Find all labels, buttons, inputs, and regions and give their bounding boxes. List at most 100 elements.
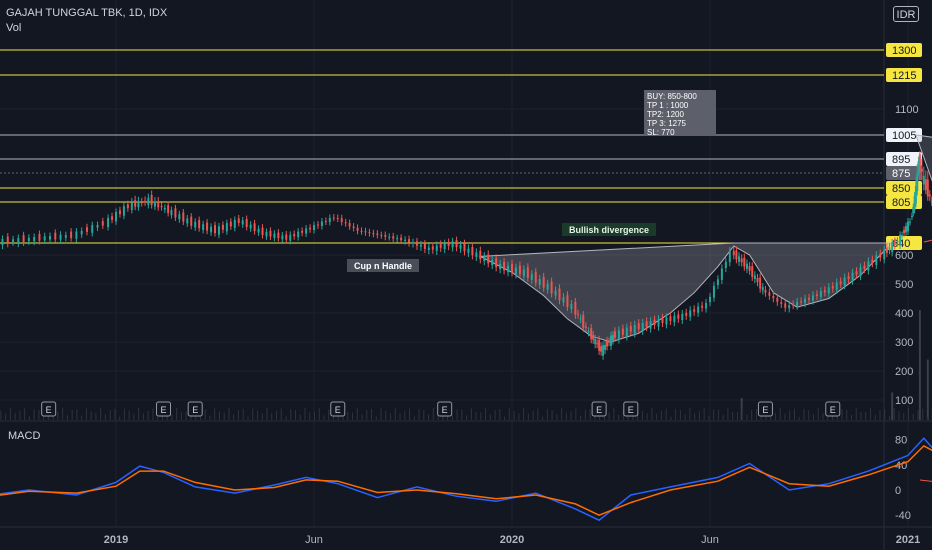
candle-body bbox=[899, 234, 902, 245]
candle-body bbox=[380, 235, 383, 237]
candle-body bbox=[579, 318, 582, 320]
price-level-text: 895 bbox=[892, 154, 910, 166]
earnings-marker-label: E bbox=[596, 405, 602, 415]
symbol-title[interactable]: GAJAH TUNGGAL TBK, 1D, IDX bbox=[6, 7, 168, 19]
volume-bar bbox=[14, 413, 16, 420]
earnings-marker[interactable] bbox=[825, 401, 841, 417]
candle-body bbox=[134, 200, 137, 207]
volume-bar bbox=[114, 408, 116, 420]
candle-body bbox=[257, 228, 260, 233]
earnings-marker[interactable] bbox=[437, 401, 453, 417]
candle-body bbox=[685, 312, 688, 316]
candle-body bbox=[186, 218, 189, 224]
candle-body bbox=[157, 201, 160, 208]
volume-bar bbox=[632, 416, 634, 420]
volume-bar bbox=[670, 416, 672, 420]
currency-badge[interactable]: IDR bbox=[893, 6, 919, 22]
volume-bar bbox=[266, 408, 268, 420]
volume-bar bbox=[480, 412, 482, 420]
candle-body bbox=[912, 206, 915, 213]
volume-bar bbox=[908, 408, 909, 420]
volume-bar bbox=[24, 408, 26, 420]
earnings-marker-label: E bbox=[830, 405, 836, 415]
volume-bar bbox=[413, 416, 415, 420]
earnings-marker-label: E bbox=[335, 405, 341, 415]
candle-body bbox=[542, 276, 545, 288]
earnings-marker[interactable] bbox=[591, 401, 607, 417]
volume-bar bbox=[903, 413, 905, 420]
earnings-marker[interactable] bbox=[623, 401, 639, 417]
candle-body bbox=[487, 254, 490, 264]
candle-body bbox=[427, 247, 430, 250]
candle-body bbox=[920, 168, 923, 172]
candle-body bbox=[190, 216, 193, 226]
volume-bar bbox=[428, 414, 430, 420]
volume-bar bbox=[328, 409, 330, 420]
earnings-marker[interactable] bbox=[757, 401, 773, 417]
candle-body bbox=[835, 282, 838, 290]
earnings-marker[interactable] bbox=[156, 401, 172, 417]
volume-bar bbox=[542, 416, 544, 420]
candle-body bbox=[808, 298, 810, 300]
candle-body bbox=[901, 235, 904, 237]
candle-body bbox=[70, 231, 73, 239]
earnings-marker[interactable] bbox=[330, 401, 346, 417]
candle-body bbox=[404, 239, 407, 241]
candle-body bbox=[115, 212, 117, 222]
volume-bar bbox=[736, 412, 738, 420]
price-tick-label: 300 bbox=[895, 337, 913, 349]
earnings-marker[interactable] bbox=[41, 401, 57, 417]
trade-plan-line: TP 1 : 1000 bbox=[647, 101, 689, 110]
trade-plan-line: TP 3: 1275 bbox=[647, 119, 687, 128]
volume-bar bbox=[275, 410, 277, 420]
volume-bar bbox=[532, 410, 534, 420]
candle-body bbox=[249, 224, 252, 229]
candle-body bbox=[926, 179, 929, 197]
candle-body bbox=[893, 240, 896, 246]
candle-body bbox=[753, 275, 756, 280]
candle-body bbox=[324, 220, 327, 222]
volume-bar bbox=[927, 416, 929, 420]
volume-bar bbox=[290, 409, 292, 420]
volume-bar bbox=[252, 408, 254, 420]
candle-body bbox=[604, 344, 607, 350]
volume-bar bbox=[157, 416, 159, 420]
volume-bar bbox=[537, 408, 539, 420]
volume-bar bbox=[580, 415, 582, 420]
candle-body bbox=[875, 255, 878, 265]
price-level-text: 1300 bbox=[892, 45, 916, 57]
candle-body bbox=[629, 325, 632, 332]
earnings-marker[interactable] bbox=[187, 401, 203, 417]
candle-body bbox=[724, 261, 727, 268]
volume-bar bbox=[352, 412, 354, 420]
cup-label: Cup n Handle bbox=[354, 261, 412, 271]
candle-body bbox=[653, 319, 656, 326]
candle-body bbox=[118, 210, 121, 214]
volume-bar bbox=[28, 416, 30, 420]
volume-bar bbox=[404, 410, 406, 420]
candle-body bbox=[903, 229, 906, 233]
volume-bar bbox=[233, 414, 235, 420]
volume-bar bbox=[874, 414, 876, 420]
candle-body bbox=[301, 230, 304, 233]
volume-bar bbox=[789, 410, 791, 420]
candle-body bbox=[265, 231, 268, 237]
volume-bar bbox=[242, 408, 244, 420]
candle-body bbox=[273, 233, 276, 238]
volume-bar bbox=[565, 412, 567, 420]
candle-body bbox=[491, 260, 494, 266]
volume-bar bbox=[489, 414, 491, 420]
candle-body bbox=[54, 232, 57, 240]
candle-body bbox=[503, 262, 506, 271]
volume-bar bbox=[380, 408, 382, 420]
candle-body bbox=[388, 236, 391, 238]
signal-line bbox=[0, 444, 932, 517]
volume-bar bbox=[347, 411, 349, 420]
candle-body bbox=[206, 222, 209, 231]
volume-bar bbox=[304, 408, 306, 420]
volume-bar bbox=[171, 414, 173, 420]
volume-bar bbox=[855, 408, 857, 420]
candle-body bbox=[776, 297, 779, 302]
candle-body bbox=[281, 235, 284, 240]
